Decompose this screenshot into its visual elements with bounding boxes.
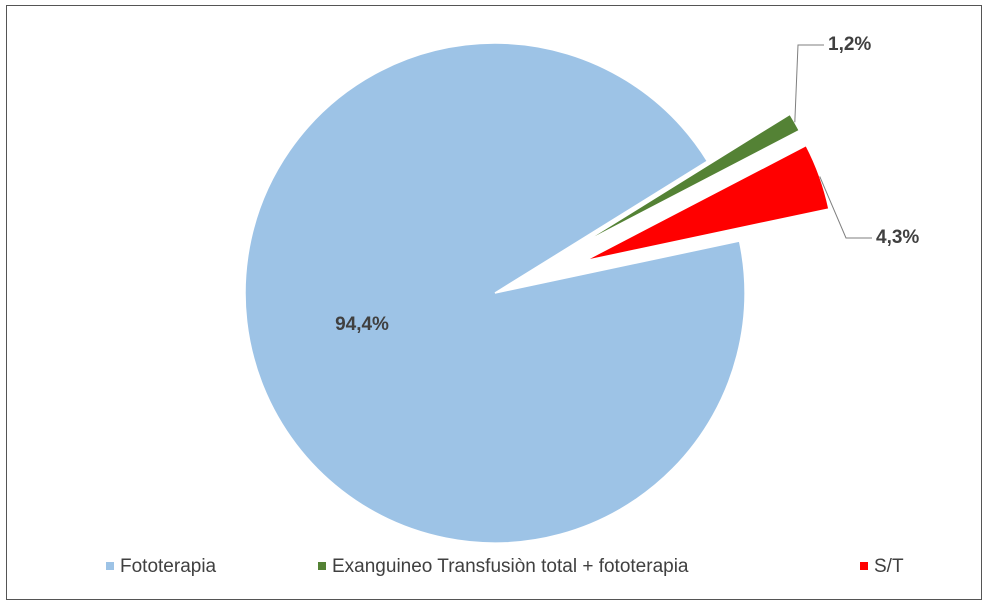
leader-line bbox=[819, 176, 872, 239]
data-label: 4,3% bbox=[876, 227, 919, 248]
pie-slice bbox=[577, 113, 801, 247]
legend-label: Exanguineo Transfusiòn total + fototerap… bbox=[332, 556, 689, 577]
pie-slice bbox=[244, 42, 746, 544]
legend-swatch bbox=[318, 562, 326, 570]
legend-label: Fototerapia bbox=[120, 556, 217, 577]
data-label: 94,4% bbox=[335, 314, 389, 335]
data-label: 1,2% bbox=[828, 34, 871, 55]
legend-label: S/T bbox=[874, 556, 904, 577]
legend-swatch bbox=[860, 562, 868, 570]
leader-line bbox=[794, 44, 824, 123]
legend-swatch bbox=[106, 562, 114, 570]
